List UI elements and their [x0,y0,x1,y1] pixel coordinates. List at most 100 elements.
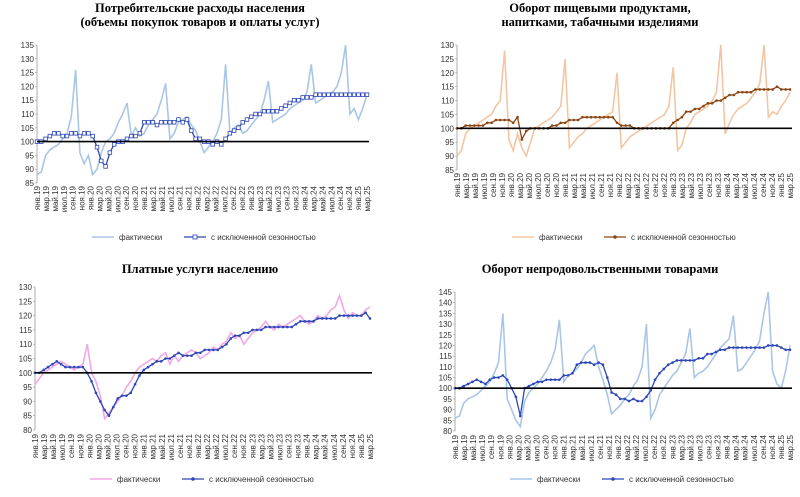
y-tick-label: 80 [23,426,32,435]
data-point [266,109,271,114]
data-point [287,100,293,106]
data-point [180,120,185,125]
data-point [568,118,571,122]
x-tick-label: ноя.23 [714,434,723,459]
x-tick-label: мар.25 [363,185,372,211]
data-point [231,128,237,133]
x-tick-label: янв.23 [247,185,256,210]
data-point [555,124,558,127]
x-tick-label: янв.25 [777,434,786,459]
data-point [111,142,117,147]
x-tick-label: мар.22 [202,185,211,211]
data-point [585,115,589,119]
data-point [749,346,753,349]
y-tick-label: 115 [19,326,32,335]
x-tick-label: сен.20 [542,434,551,459]
x-tick-label: янв.20 [87,185,96,210]
y-tick-label: 120 [441,69,455,78]
x-tick-label: сен.23 [705,434,714,459]
data-point [257,111,263,117]
x-tick-label: сен.23 [283,185,292,210]
x-tick-label: мар.21 [149,433,158,459]
data-point [203,348,206,352]
data-point [645,395,648,399]
data-point [199,351,202,355]
data-point [607,115,610,119]
data-point [137,131,143,136]
data-point [107,150,113,155]
data-point [172,354,176,357]
data-point [762,88,766,91]
data-point [588,361,592,364]
x-tick-label: ноя.20 [552,172,561,197]
data-point [462,384,466,388]
data-point [351,314,354,317]
y-tick-label: 125 [441,55,455,64]
x-tick-label: май.19 [471,172,480,198]
data-point [300,95,305,100]
x-tick-label: май.22 [212,433,221,459]
x-tick-label: янв.22 [194,433,203,458]
x-tick-label: мар.23 [256,185,265,211]
legend-marker [191,477,195,481]
data-point [601,363,605,367]
x-tick-label: янв.19 [451,434,460,459]
y-tick-label: 125 [21,69,35,78]
x-tick-label: июл.19 [60,185,69,212]
data-point [653,378,657,381]
data-point [98,400,102,403]
data-point [86,131,91,136]
data-point [501,374,505,377]
y-tick-label: 130 [19,283,33,292]
data-point [719,99,723,102]
data-point [728,93,731,97]
data-point [212,348,215,352]
y-tick-label: 115 [439,352,452,361]
data-point [296,98,301,103]
x-tick-label: сен.23 [285,433,294,458]
x-tick-label: янв.23 [668,434,677,459]
data-point [334,92,340,97]
x-tick-label: янв.19 [453,172,462,197]
data-point [679,359,683,362]
data-point [46,365,50,369]
data-point [563,121,567,125]
data-point [498,118,502,122]
data-point [581,115,584,119]
y-tick-label: 95 [443,395,452,404]
data-point [771,88,775,91]
data-point [216,348,220,352]
x-tick-label: июл.21 [588,172,597,199]
data-point [364,92,370,97]
data-point [279,106,284,111]
chart-title: Оборот непродовольственными товарами [481,262,719,276]
data-point [219,142,224,147]
x-tick-label: сен.24 [336,185,345,210]
data-point [163,120,168,125]
data-point [549,378,553,381]
x-tick-label: июл.21 [167,433,176,460]
x-tick-label: янв.21 [560,434,569,459]
data-point [291,98,297,103]
y-tick-label: 110 [19,340,32,349]
x-tick-label: июл.24 [750,434,759,461]
x-tick-label: мар.25 [366,433,375,459]
y-tick-label: 115 [21,96,34,105]
x-tick-label: сен.20 [122,433,131,458]
data-point [624,124,627,127]
data-point [627,399,631,403]
data-point [719,348,722,352]
data-point [309,95,314,100]
data-point [762,346,766,349]
x-tick-label: май.20 [103,433,112,459]
data-point [466,382,470,386]
data-point [736,90,740,94]
x-tick-label: сен.19 [67,433,76,458]
y-tick-label: 120 [21,82,35,91]
data-point [675,359,679,362]
data-point [286,325,289,329]
data-point [780,88,783,91]
data-point [558,378,561,381]
data-point [116,397,119,400]
chart-title-line2: (объемы покупок товаров и оплаты услуг) [80,15,320,29]
